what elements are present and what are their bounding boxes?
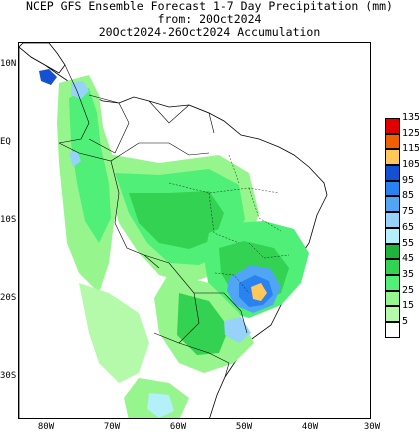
legend-entry: 125 (385, 128, 419, 150)
lat-label-30s: 30S (0, 371, 17, 381)
legend-entry: 65 (385, 222, 419, 244)
state-borders (168, 154, 290, 294)
legend-entry: 85 (385, 191, 419, 213)
legend-label: 115 (402, 143, 419, 155)
lat-label-10s: 10S (0, 215, 17, 225)
legend-entry: 95 (385, 175, 419, 197)
legend-label: 55 (402, 237, 415, 249)
legend-swatch (385, 227, 400, 244)
lat-label-10n: 10N (0, 59, 17, 69)
legend-label: 5 (402, 315, 409, 327)
legend-swatch (385, 290, 400, 307)
lat-label-eq: EQ (0, 137, 11, 147)
precipitation-map (18, 42, 371, 419)
legend-entry: 25 (385, 285, 419, 307)
legend-entry: 15 (385, 301, 419, 322)
legend-swatch (385, 306, 400, 322)
legend-label: 35 (402, 268, 415, 280)
legend-swatch (385, 149, 400, 166)
lon-label-30w: 30W (363, 422, 381, 432)
lon-label-40w: 40W (301, 422, 319, 432)
lon-label-60w: 60W (169, 422, 187, 432)
legend-swatch (385, 321, 400, 338)
legend-swatch (385, 274, 400, 291)
map-canvas (19, 43, 328, 418)
legend-swatch (385, 118, 400, 134)
map-title-line-3: 20Oct2024-26Oct2024 Accumulation (98, 25, 321, 39)
legend-label: 125 (402, 127, 419, 139)
map-title-line-2: from: 20Oct2024 (157, 12, 262, 26)
precipitation-shading (39, 69, 309, 418)
legend-entry: 135 (385, 113, 419, 134)
legend-swatch (385, 243, 400, 260)
legend-entry: 45 (385, 254, 419, 275)
legend-label: 135 (402, 112, 419, 123)
lon-label-50w: 50W (235, 422, 253, 432)
country-borders (58, 64, 248, 378)
lon-label-80w: 80W (37, 422, 55, 432)
legend-label: 105 (402, 159, 419, 171)
legend-swatch (385, 133, 400, 150)
lon-label-70w: 70W (103, 422, 121, 432)
legend-swatch (385, 165, 400, 181)
legend-entry: 5 (385, 316, 419, 338)
legend-label: 95 (402, 174, 415, 186)
legend-entry: 55 (385, 238, 419, 260)
legend-swatch (385, 212, 400, 228)
legend-swatch (385, 180, 400, 197)
map-title-line-1: NCEP GFS Ensemble Forecast 1-7 Day Preci… (26, 0, 393, 13)
legend-label: 45 (402, 253, 415, 265)
legend-label: 25 (402, 284, 415, 296)
precipitation-legend: 135 125 115 105 95 85 75 65 55 45 35 25 15 5 (385, 113, 419, 338)
lat-label-20s: 20S (0, 293, 17, 303)
legend-swatch (385, 259, 400, 275)
legend-entry: 35 (385, 269, 419, 291)
legend-label: 75 (402, 206, 415, 218)
legend-label: 65 (402, 221, 415, 233)
legend-swatch (385, 196, 400, 213)
legend-label: 85 (402, 190, 415, 202)
legend-entry: 115 (385, 144, 419, 166)
legend-entry: 75 (385, 207, 419, 228)
legend-entry: 105 (385, 160, 419, 181)
legend-label: 15 (402, 300, 415, 312)
